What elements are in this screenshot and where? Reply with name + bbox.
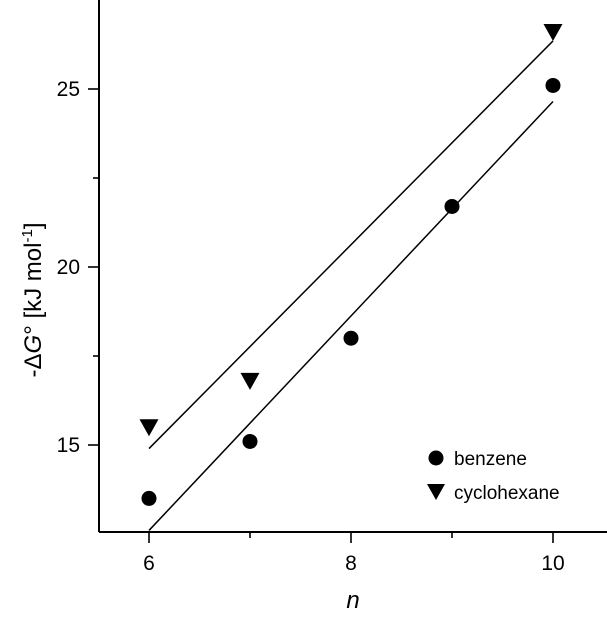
point-cyclohexane — [543, 24, 563, 42]
ticks: 6 8 10 15 20 25 — [57, 78, 565, 575]
fit-line-cyclohexane — [148, 40, 554, 450]
y-axis-title-suffix: ° [kJ mol — [20, 243, 47, 335]
y-axis-title-italic: G — [20, 335, 47, 354]
y-axis-title-prefix: -Δ — [20, 353, 47, 377]
plot-area — [139, 24, 563, 531]
x-tick-label-8: 8 — [345, 552, 357, 575]
point-benzene — [141, 490, 157, 506]
y-tick-label-25: 25 — [57, 78, 80, 101]
y-tick-label-15: 15 — [57, 434, 80, 457]
point-benzene — [545, 77, 561, 93]
legend-marker-cyclohexane — [427, 484, 445, 500]
axes — [98, 0, 607, 533]
point-benzene — [444, 198, 460, 214]
legend-marker-benzene — [428, 450, 444, 466]
x-axis-title: n — [346, 587, 359, 614]
x-tick-label-10: 10 — [541, 552, 564, 575]
point-cyclohexane — [139, 419, 159, 437]
y-tick-label-20: 20 — [57, 256, 80, 279]
fit-line-benzene — [148, 100, 554, 531]
legend-label-benzene: benzene — [454, 449, 527, 470]
y-axis-title-sup: -1 — [19, 229, 36, 242]
point-benzene — [242, 433, 258, 449]
y-axis-title: -ΔG° [kJ mol-1] — [19, 223, 47, 378]
x-tick-label-6: 6 — [143, 552, 155, 575]
legend-label-cyclohexane: cyclohexane — [454, 483, 560, 504]
y-axis-title-close: ] — [20, 223, 47, 230]
point-cyclohexane — [240, 372, 260, 390]
legend: benzene cyclohexane — [427, 449, 560, 504]
point-benzene — [343, 330, 359, 346]
